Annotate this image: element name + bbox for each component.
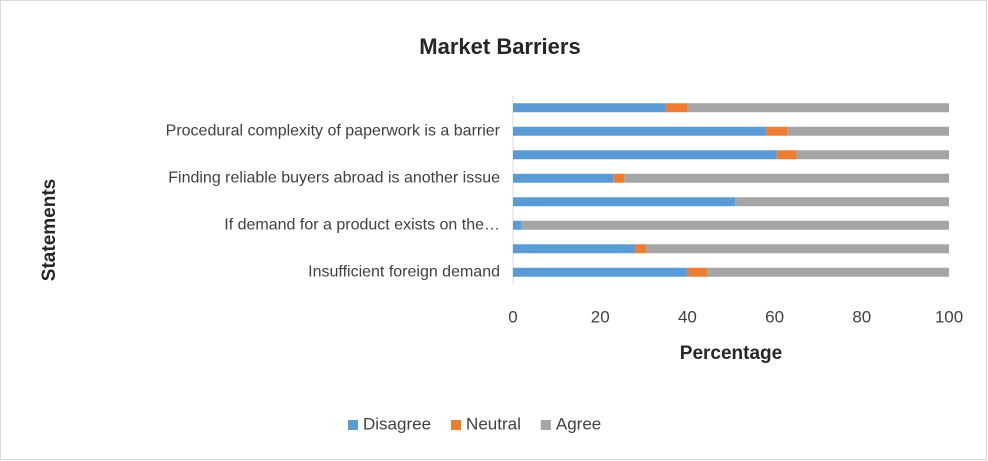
x-tick-label: 80 <box>852 307 871 326</box>
bar-segment <box>513 150 777 160</box>
bar-segment <box>687 103 949 113</box>
x-tick-label: 20 <box>591 307 610 326</box>
x-axis-title: Percentage <box>680 343 782 364</box>
legend-swatch <box>451 420 462 430</box>
bar-segment <box>765 126 788 136</box>
y-tick-label: Finding reliable buyers abroad is anothe… <box>168 169 500 186</box>
legend-label: Neutral <box>466 414 521 433</box>
x-tick-label: 0 <box>508 307 517 326</box>
bar-segment <box>635 244 646 254</box>
y-tick-label: Insufficient foreign demand <box>308 263 500 280</box>
bar-segment <box>513 244 636 254</box>
bar-segment <box>665 103 688 113</box>
bar-segment <box>707 267 949 277</box>
y-tick-label: Procedural complexity of paperwork is a … <box>166 122 501 139</box>
bar-segment <box>513 197 736 207</box>
bar-segment <box>687 267 708 277</box>
legend-label: Agree <box>556 414 601 433</box>
bar-segment <box>513 267 688 277</box>
y-tick-label: If demand for a product exists on the… <box>224 216 500 233</box>
legend-swatch <box>348 420 358 430</box>
bar-segment <box>513 173 614 183</box>
bar-segment <box>521 220 949 230</box>
bar-segment <box>645 244 949 254</box>
bar-segment <box>796 150 949 160</box>
bar-segment <box>513 103 666 113</box>
legend-swatch <box>540 420 551 430</box>
x-tick-label: 40 <box>678 307 697 326</box>
bar-segment <box>787 126 949 136</box>
x-tick-label: 100 <box>935 307 963 326</box>
bar-segment <box>513 126 766 136</box>
bar-segment <box>613 173 625 183</box>
legend-label: Disagree <box>363 414 431 433</box>
bar-segment <box>624 173 949 183</box>
bar-segment <box>735 197 949 207</box>
bar-segment <box>513 220 522 230</box>
chart-title: Market Barriers <box>419 34 580 59</box>
y-axis-title: Statements <box>39 179 60 281</box>
bar-segment <box>776 150 797 160</box>
x-tick-label: 60 <box>765 307 784 326</box>
